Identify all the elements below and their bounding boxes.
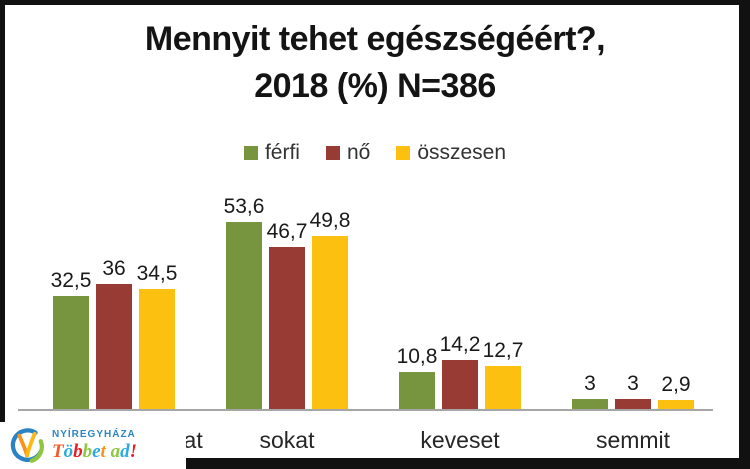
value-label-nő-semmit: 3 (627, 372, 639, 395)
logo-text: NYÍREGYHÁZA Többet ad! (52, 429, 137, 462)
bar-összesen-keveset (485, 366, 521, 410)
logo-slogan-letter: b (82, 441, 93, 462)
bar-nő-keveset (442, 360, 478, 410)
legend-item-összesen: összesen (396, 141, 506, 165)
category-label-semmit: semmit (595, 427, 671, 453)
value-label-összesen-semmit: 2,9 (661, 373, 691, 396)
x-axis-line (18, 409, 713, 411)
value-label-férfi-sokat: 53,6 (223, 195, 265, 218)
legend-label: nő (346, 141, 371, 164)
frame-border-left (0, 0, 5, 469)
bar-összesen-semmit (658, 400, 694, 410)
value-label-nő-okat: 36 (102, 257, 126, 280)
value-label-összesen-keveset: 12,7 (482, 339, 524, 362)
value-label-összesen-okat: 34,5 (136, 262, 178, 285)
value-label-férfi-okat: 32,5 (50, 269, 92, 292)
legend-swatch-összesen (396, 146, 411, 160)
logo-slogan-letter: ö (63, 441, 74, 462)
legend-item-nő: nő (325, 141, 371, 165)
legend: férfi nő összesen (0, 140, 750, 166)
frame-border-bottom (0, 458, 750, 469)
frame-border-top (0, 0, 750, 5)
value-label-nő-sokat: 46,7 (266, 220, 308, 243)
bar-összesen-okat (139, 289, 175, 410)
bar-nő-semmit (615, 399, 651, 410)
chart-title-line1: Mennyit tehet egészségéért?, (144, 20, 606, 58)
bar-férfi-sokat (226, 222, 262, 410)
bar-összesen-sokat (312, 236, 348, 410)
bar-nő-sokat (269, 247, 305, 410)
value-label-férfi-semmit: 3 (584, 372, 596, 395)
category-label-sokat: sokat (259, 427, 315, 453)
logo-slogan-letter: e (92, 441, 101, 462)
logo-city-name: NYÍREGYHÁZA (52, 429, 136, 440)
value-label-nő-keveset: 14,2 (439, 333, 481, 356)
bar-férfi-semmit (572, 399, 608, 410)
nyiregyhaza-logo-icon (10, 427, 44, 463)
legend-swatch-nő (325, 146, 340, 160)
bar-férfi-okat (53, 296, 89, 410)
nyiregyhaza-logo: NYÍREGYHÁZA Többet ad! (0, 422, 186, 469)
legend-item-férfi: férfi (243, 141, 300, 165)
legend-label: összesen (417, 141, 507, 164)
logo-slogan-letter: b (73, 441, 83, 462)
logo-slogan-letter: a (110, 441, 121, 462)
logo-slogan-letter: t (100, 441, 106, 462)
logo-slogan-letter: ! (129, 441, 137, 462)
chart-title: Mennyit tehet egészségéért?, 2018 (%) N=… (0, 16, 750, 110)
legend-swatch-férfi (243, 146, 258, 160)
value-label-férfi-keveset: 10,8 (396, 345, 438, 368)
chart-title-line2: 2018 (%) N=386 (254, 67, 496, 105)
logo-slogan-letter: d (120, 441, 130, 462)
frame-border-right (739, 0, 750, 469)
category-label-keveset: keveset (420, 427, 500, 453)
logo-slogan: Többet ad! (52, 442, 137, 461)
bar-férfi-keveset (399, 372, 435, 410)
bar-nő-okat (96, 284, 132, 410)
logo-slogan-letter: T (52, 441, 64, 462)
legend-label: férfi (264, 141, 300, 164)
value-label-összesen-sokat: 49,8 (309, 209, 351, 232)
